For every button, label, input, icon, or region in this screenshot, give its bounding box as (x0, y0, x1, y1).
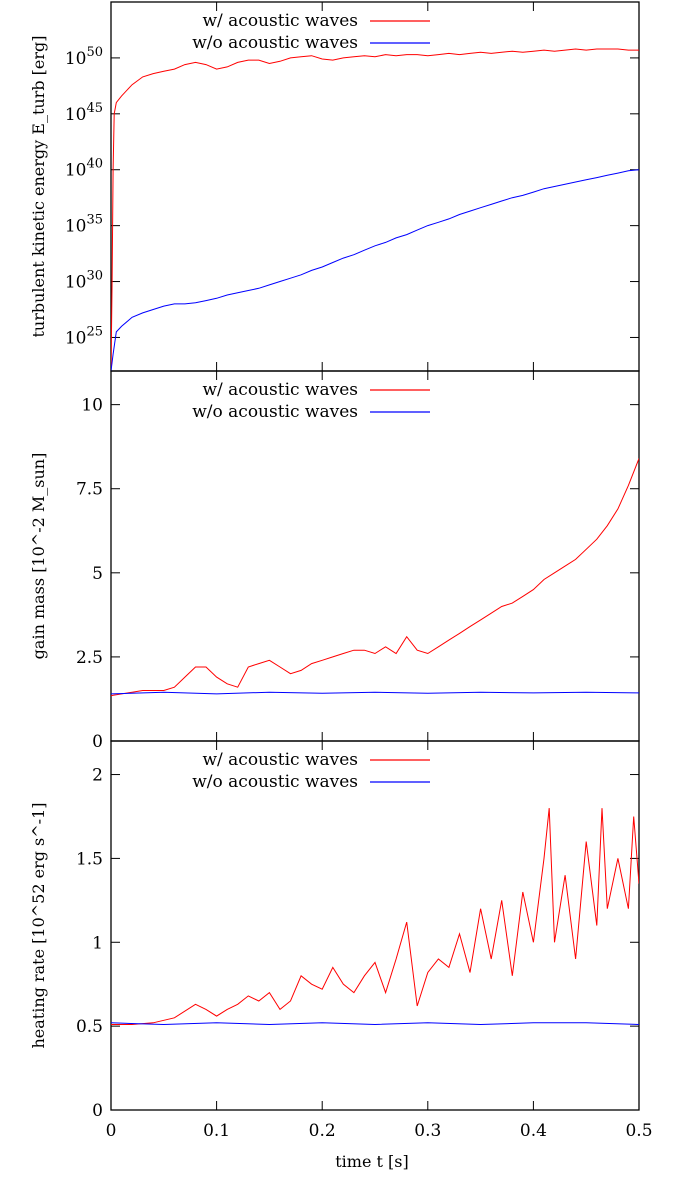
y-tick-label: 1045 (65, 101, 103, 125)
series-line-1 (111, 458, 639, 697)
y-tick-label: 1025 (65, 324, 103, 348)
x-axis-label: time t [s] (335, 1152, 408, 1171)
plot-frame (110, 370, 640, 742)
y-tick-label: 0 (92, 732, 103, 752)
y-tick-label: 1040 (65, 157, 103, 181)
y-tick-label: 7.5 (76, 480, 103, 500)
y-tick-label: 5 (92, 564, 103, 584)
x-tick-label: 0.1 (203, 1121, 230, 1141)
x-tick-label: 0.4 (520, 1121, 547, 1141)
y-axis-label: heating rate [10^52 erg s^-1] (29, 802, 48, 1048)
y-tick-label: 2.5 (76, 648, 103, 668)
legend-entry-label: w/ acoustic waves (202, 380, 358, 400)
legend-entry-label: w/o acoustic waves (192, 33, 358, 53)
x-tick-label: 0 (106, 1121, 117, 1141)
x-tick-label: 0.2 (309, 1121, 336, 1141)
panel-2: 0 2.5 5 7.5 10 gain mass [10^-2 M_sun] w/ acou… (29, 370, 640, 752)
y-tick-label: 1.5 (76, 849, 103, 869)
plot-frame (110, 740, 640, 1111)
series-line-2 (111, 169, 639, 371)
panel-1: 1025 1030 1035 1040 1045 1050 turbulent kineti… (29, 1, 640, 372)
panel-3: 0 0.5 1 1.5 2 0 0.1 0.2 0.3 0.4 0.5 heating rate [1… (29, 740, 653, 1141)
x-tick-label: 0.3 (414, 1121, 441, 1141)
y-tick-label: 0.5 (76, 1017, 103, 1037)
y-tick-label: 10 (81, 396, 103, 416)
series-line-1 (111, 808, 639, 1025)
series-line-1 (111, 48, 639, 371)
y-tick-label: 2 (92, 766, 103, 786)
legend-entry-label: w/o acoustic waves (192, 772, 358, 792)
x-tick-label: 0.5 (625, 1121, 652, 1141)
series-line-2 (111, 691, 639, 695)
y-tick-label: 1 (92, 933, 103, 953)
y-tick-label: 1050 (65, 45, 103, 69)
y-axis-label: turbulent kinetic energy E_turb [erg] (29, 35, 48, 337)
y-tick-label: 1035 (65, 213, 103, 237)
y-tick-label: 1030 (65, 269, 103, 293)
legend-entry-label: w/ acoustic waves (202, 750, 358, 770)
series-line-2 (111, 1022, 639, 1026)
legend-entry-label: w/ acoustic waves (202, 11, 358, 31)
legend-entry-label: w/o acoustic waves (192, 402, 358, 422)
y-axis-label: gain mass [10^-2 M_sun] (29, 453, 48, 660)
plot-frame (110, 1, 640, 372)
y-tick-label: 0 (92, 1101, 103, 1121)
